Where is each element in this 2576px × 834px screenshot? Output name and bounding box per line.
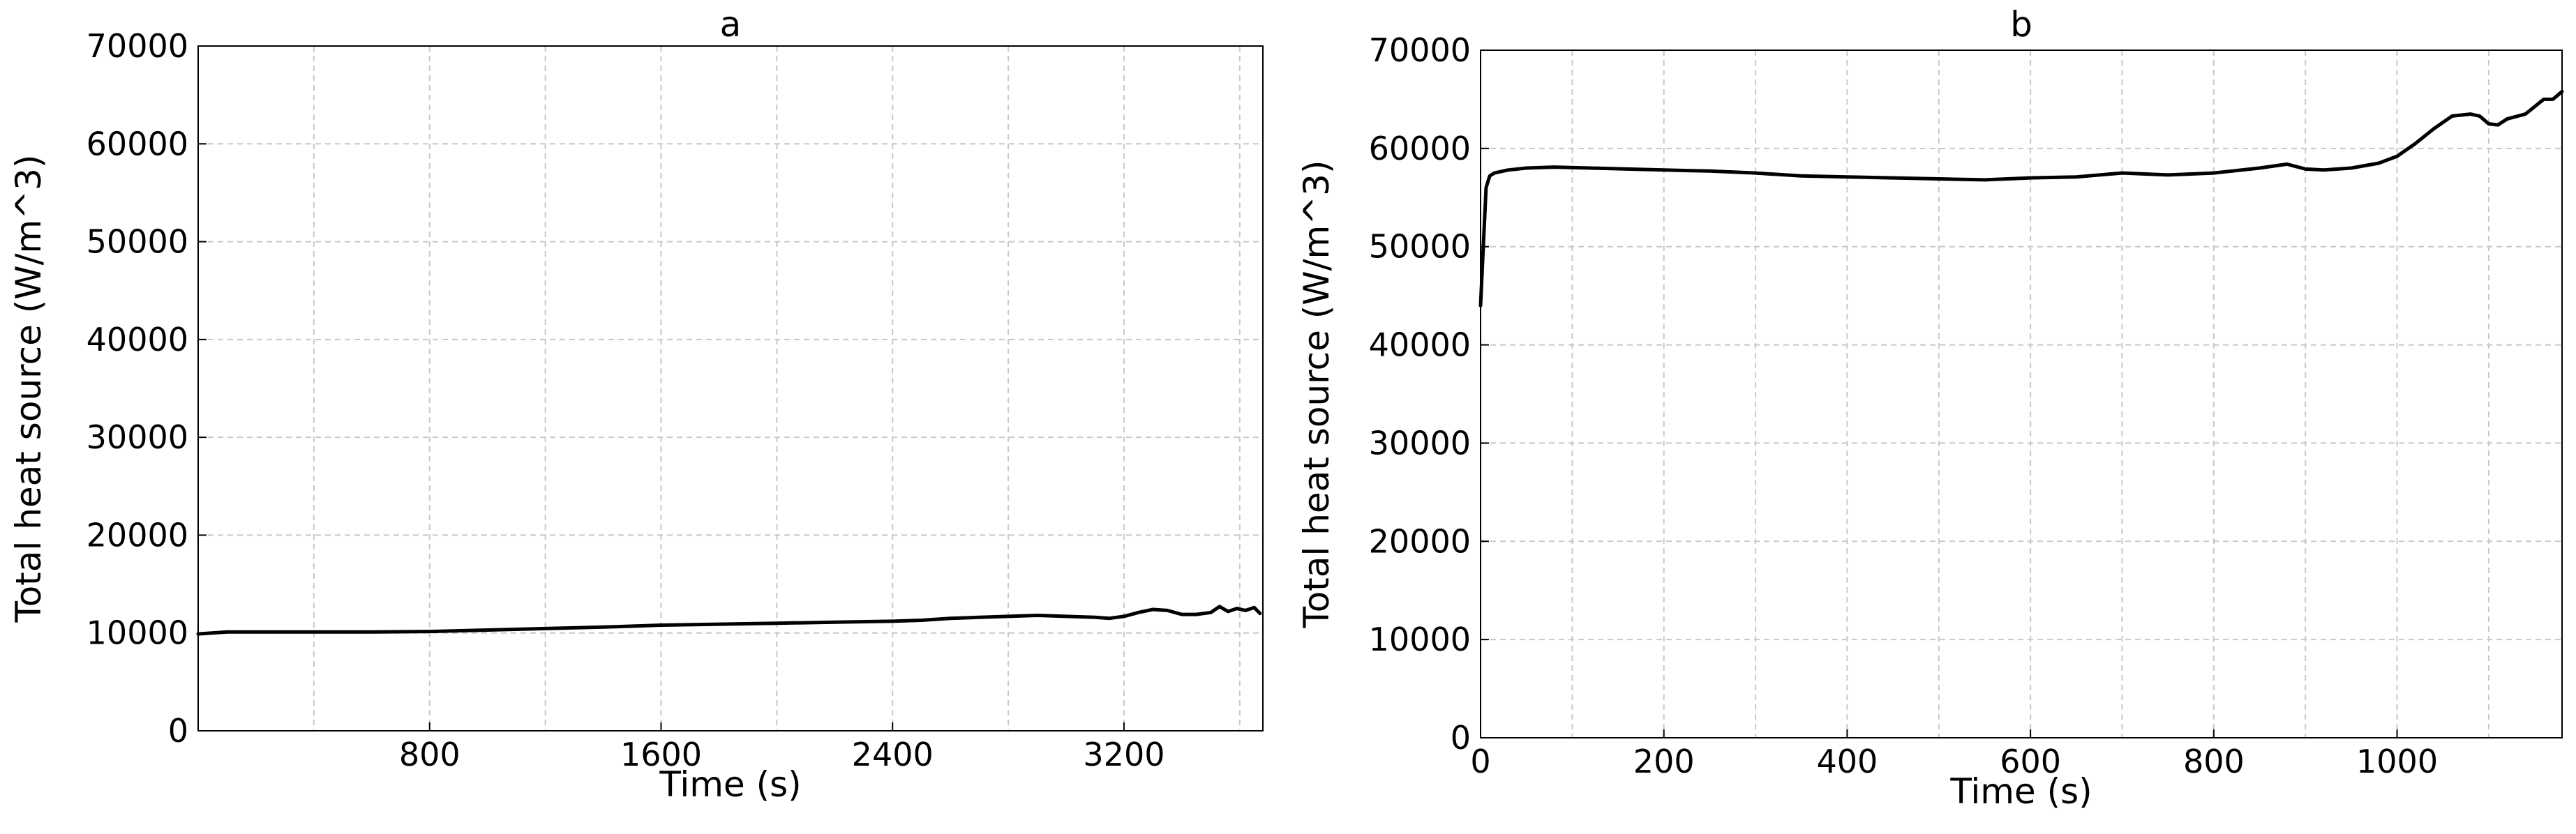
chart-a-ytick-label: 40000 (87, 321, 188, 358)
chart-b-svg: 0 10000 20000 30000 40000 50000 60000 70000 0 200… (1296, 4, 2564, 812)
chart-a-xtick-label: 800 (399, 736, 460, 773)
chart-panel-a: 0 10000 20000 30000 40000 50000 60000 70000 800 1… (8, 4, 1264, 805)
chart-b-ytick-label: 70000 (1369, 31, 1471, 69)
chart-b-ytick-label: 40000 (1369, 326, 1471, 364)
chart-b-xtick-label: 800 (2183, 743, 2245, 780)
chart-b-series-line (1478, 89, 2564, 308)
chart-b-frame (1480, 50, 2563, 738)
chart-b-ytick-label: 30000 (1369, 424, 1471, 462)
chart-a-series-line (196, 605, 1262, 636)
chart-a-series (196, 605, 1262, 636)
chart-b-ytick-label: 20000 (1369, 522, 1471, 560)
chart-a-ticks: 0 10000 20000 30000 40000 50000 60000 70000 800 1… (87, 27, 1165, 773)
chart-a-ytick-label: 30000 (87, 418, 188, 456)
chart-b-ytick-label: 0 (1451, 719, 1471, 757)
chart-b-xtick-label: 600 (2000, 743, 2061, 780)
chart-a-ytick-label: 70000 (87, 27, 188, 65)
chart-b-xlabel: Time (s) (1949, 771, 2092, 812)
chart-a-xtick-label: 3200 (1083, 736, 1165, 773)
chart-a-xlabel: Time (s) (659, 764, 801, 805)
chart-a-xtick-label: 1600 (620, 736, 702, 773)
chart-a-ytick-label: 20000 (87, 516, 188, 554)
chart-a-frame (197, 45, 1264, 731)
chart-a-ytick-label: 50000 (87, 223, 188, 261)
chart-b-xtick-label: 0 (1470, 743, 1490, 780)
chart-b-ytick-label: 60000 (1369, 130, 1471, 167)
chart-a-svg: 0 10000 20000 30000 40000 50000 60000 70000 800 1… (8, 4, 1264, 805)
chart-b-ylabel: Total heat source (W/m^3) (1296, 160, 1337, 629)
chart-a-ytick-label: 10000 (87, 614, 188, 652)
chart-b-ytick-label: 50000 (1369, 228, 1471, 266)
chart-b-title: b (2010, 4, 2032, 45)
chart-b-ticks: 0 10000 20000 30000 40000 50000 60000 70000 0 200… (1369, 31, 2438, 780)
chart-b-xtick-label: 1000 (2356, 743, 2438, 780)
chart-b-xtick-label: 200 (1633, 743, 1695, 780)
chart-a-xtick-label: 2400 (852, 736, 934, 773)
chart-b-ytick-label: 10000 (1369, 621, 1471, 658)
chart-a-ylabel: Total heat source (W/m^3) (8, 155, 49, 623)
chart-panel-b: 0 10000 20000 30000 40000 50000 60000 70000 0 200… (1288, 0, 2576, 834)
chart-b-grid (1481, 50, 2562, 738)
chart-a-title: a (720, 4, 742, 45)
chart-a-ytick-label: 0 (168, 712, 188, 750)
chart-a-grid (198, 46, 1263, 731)
chart-b-xtick-label: 400 (1817, 743, 1878, 780)
chart-a-ytick-label: 60000 (87, 125, 188, 162)
chart-b-series (1478, 89, 2564, 308)
